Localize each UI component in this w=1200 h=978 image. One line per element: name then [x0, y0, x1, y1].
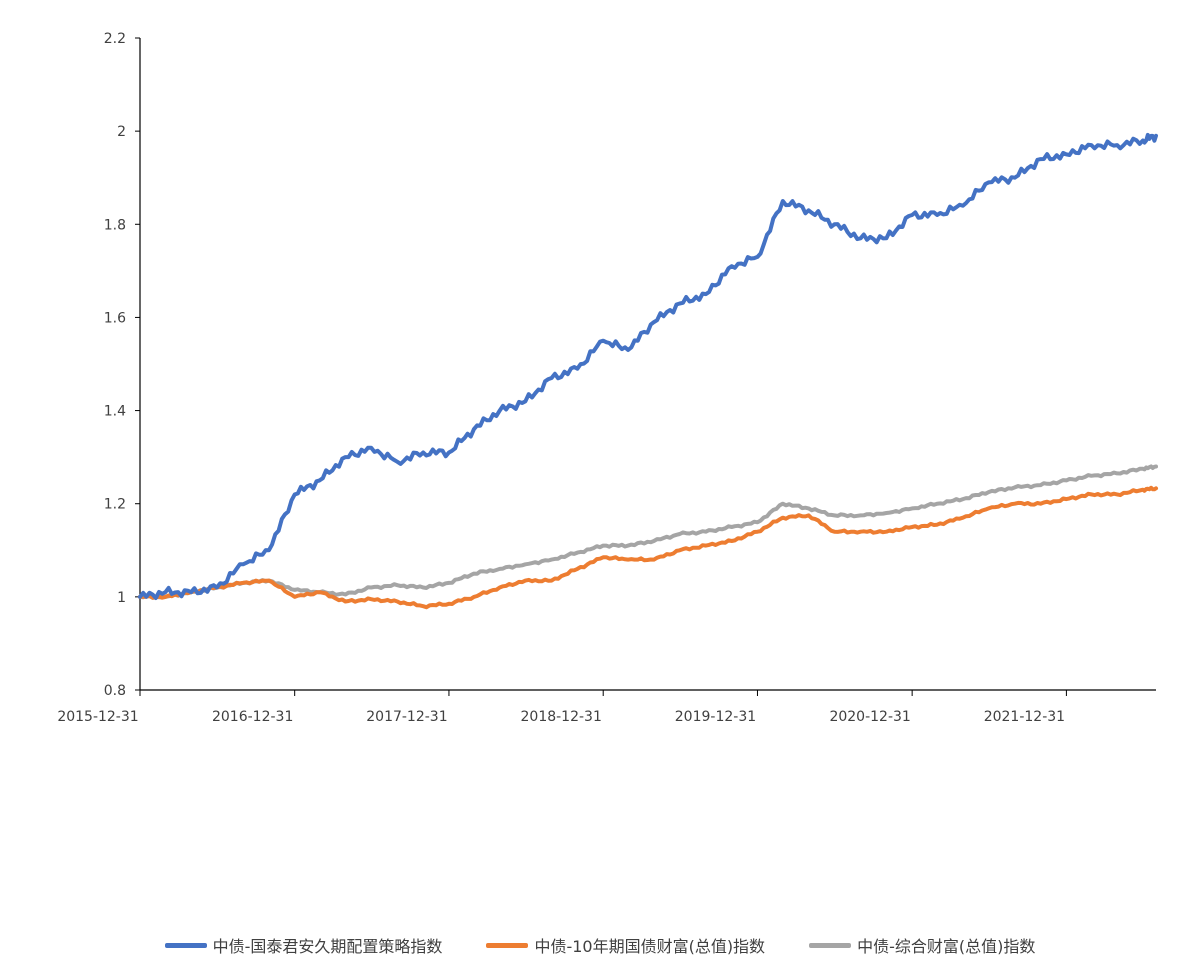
legend: 中债-国泰君安久期配置策略指数 中债-10年期国债财富(总值)指数 中债-综合财富(… — [0, 930, 1200, 960]
legend-item: 中债-综合财富(总值)指数 — [809, 933, 1035, 957]
x-tick-label: 2020-12-31 — [829, 709, 910, 725]
y-tick-label: 0.8 — [104, 683, 126, 699]
legend-label: 中债-10年期国债财富(总值)指数 — [534, 937, 766, 956]
x-tick-label: 2015-12-31 — [57, 709, 138, 725]
line-chart: 0.8 1 1.2 1.4 1.6 1.8 2 2.2 2015-12-31 2016-12-3… — [57, 31, 1158, 725]
legend-item: 中债-10年期国债财富(总值)指数 — [486, 933, 765, 957]
series-line-2 — [138, 464, 1158, 600]
y-tick-label: 2.2 — [104, 31, 126, 47]
legend-label: 中债-综合财富(总值)指数 — [857, 937, 1036, 956]
series-line-1 — [138, 485, 1158, 610]
x-tick-label: 2021-12-31 — [984, 709, 1065, 725]
x-axis: 2015-12-31 2016-12-31 2017-12-31 2018-12-31… — [57, 689, 1156, 725]
y-tick-label: 1.6 — [104, 310, 126, 326]
x-tick-label: 2017-12-31 — [366, 709, 447, 725]
y-tick-label: 1.8 — [104, 217, 126, 233]
x-tick-label: 2018-12-31 — [521, 709, 602, 725]
series-line-0 — [138, 132, 1158, 600]
x-tick-label: 2016-12-31 — [212, 709, 293, 725]
y-tick-label: 1 — [117, 590, 126, 606]
legend-label: 中债-国泰君安久期配置策略指数 — [212, 937, 443, 956]
y-axis: 0.8 1 1.2 1.4 1.6 1.8 2 2.2 — [104, 31, 141, 699]
y-tick-label: 2 — [117, 124, 126, 140]
x-tick-label: 2019-12-31 — [675, 709, 756, 725]
legend-swatch — [486, 942, 529, 948]
legend-swatch — [809, 942, 852, 948]
legend-item: 中债-国泰君安久期配置策略指数 — [164, 933, 443, 957]
legend-swatch — [164, 942, 207, 948]
y-tick-label: 1.2 — [104, 497, 126, 513]
series-lines — [138, 132, 1158, 610]
y-tick-label: 1.4 — [104, 404, 126, 420]
